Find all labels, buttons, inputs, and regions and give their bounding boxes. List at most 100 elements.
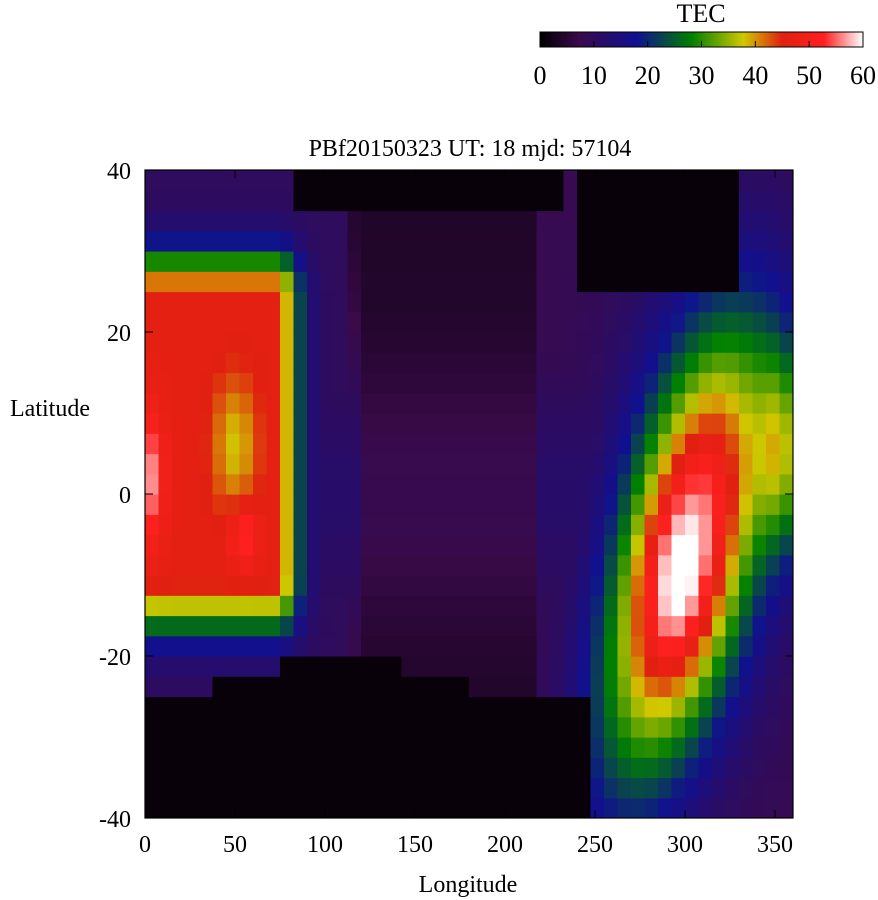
heatmap-cell xyxy=(766,271,781,293)
heatmap-cell xyxy=(172,453,187,475)
heatmap-cell xyxy=(280,332,295,353)
heatmap-cell xyxy=(617,534,632,556)
heatmap-cell xyxy=(536,453,551,475)
heatmap-cell xyxy=(253,332,268,353)
heatmap-cell xyxy=(631,676,646,698)
heatmap-cell xyxy=(334,210,349,232)
heatmap-cell xyxy=(766,311,781,333)
heatmap-cell xyxy=(469,251,484,272)
heatmap-cell xyxy=(266,554,281,576)
heatmap-cell xyxy=(671,190,686,212)
heatmap-cell xyxy=(388,575,403,596)
heatmap-cell xyxy=(280,372,295,394)
heatmap-cell xyxy=(185,595,200,617)
heatmap-cell xyxy=(536,797,551,818)
heatmap-cell xyxy=(766,737,781,758)
heatmap-cell xyxy=(415,473,430,495)
heatmap-cell xyxy=(185,210,200,232)
heatmap-cell xyxy=(212,797,227,818)
heatmap-cell xyxy=(739,595,754,617)
heatmap-cell xyxy=(604,210,619,232)
heatmap-cell xyxy=(496,210,511,232)
heatmap-cell xyxy=(550,392,565,414)
heatmap-cell xyxy=(361,716,376,738)
heatmap-cell xyxy=(455,230,470,252)
heatmap-cell xyxy=(347,210,362,232)
heatmap-cell xyxy=(644,777,659,799)
heatmap-cell xyxy=(428,797,443,818)
heatmap-cell xyxy=(374,696,389,718)
heatmap-cell xyxy=(550,676,565,698)
heatmap-cell xyxy=(658,615,673,637)
heatmap-cell xyxy=(469,676,484,698)
heatmap-cell xyxy=(320,777,335,799)
heatmap-cell xyxy=(361,332,376,353)
heatmap-cell xyxy=(617,737,632,758)
heatmap-cell xyxy=(199,554,214,576)
heatmap-cell xyxy=(536,696,551,718)
heatmap-cell xyxy=(671,777,686,799)
heatmap-cell xyxy=(523,332,538,353)
heatmap-cell xyxy=(523,230,538,252)
heatmap-cell xyxy=(374,170,389,191)
heatmap-cell xyxy=(415,615,430,637)
heatmap-cell xyxy=(752,777,767,799)
heatmap-cell xyxy=(590,352,605,374)
heatmap-cell xyxy=(307,473,322,495)
heatmap-cell xyxy=(604,473,619,495)
heatmap-cell xyxy=(361,696,376,718)
heatmap-cell xyxy=(536,615,551,637)
heatmap-cell xyxy=(361,251,376,272)
heatmap-cell xyxy=(185,534,200,556)
heatmap-cell xyxy=(293,757,308,779)
heatmap-cell xyxy=(536,757,551,779)
heatmap-cell xyxy=(172,514,187,536)
x-tick-label: 50 xyxy=(223,832,247,858)
heatmap-cell xyxy=(712,656,727,677)
heatmap-cell xyxy=(685,575,700,596)
heatmap-cell xyxy=(631,413,646,434)
heatmap-cell xyxy=(361,190,376,212)
heatmap-cell xyxy=(658,777,673,799)
heatmap-cell xyxy=(631,615,646,637)
heatmap-cell xyxy=(320,230,335,252)
heatmap-cell xyxy=(523,696,538,718)
heatmap-cell xyxy=(212,757,227,779)
heatmap-cell xyxy=(388,534,403,556)
heatmap-cell xyxy=(361,170,376,191)
heatmap-cell xyxy=(496,291,511,313)
heatmap-cell xyxy=(199,372,214,394)
heatmap-cell xyxy=(671,251,686,272)
heatmap-cell xyxy=(631,352,646,374)
heatmap-cell xyxy=(644,757,659,779)
heatmap-cell xyxy=(779,575,793,596)
heatmap-cell xyxy=(239,433,254,455)
heatmap-cell xyxy=(307,392,322,414)
heatmap-cell xyxy=(158,352,173,374)
heatmap-cell xyxy=(739,230,754,252)
heatmap-cell xyxy=(334,676,349,698)
heatmap-cell xyxy=(563,595,578,617)
heatmap-cell xyxy=(739,777,754,799)
heatmap-cell xyxy=(725,534,740,556)
heatmap-cell xyxy=(307,635,322,657)
heatmap-cell xyxy=(428,251,443,272)
heatmap-cell xyxy=(307,311,322,333)
heatmap-cell xyxy=(617,170,632,191)
heatmap-cell xyxy=(199,473,214,495)
heatmap-cell xyxy=(712,514,727,536)
heatmap-cell xyxy=(712,554,727,576)
heatmap-cell xyxy=(644,433,659,455)
heatmap-cell xyxy=(442,494,457,515)
heatmap-cell xyxy=(577,656,592,677)
heatmap-cell xyxy=(739,716,754,738)
heatmap-cell xyxy=(631,554,646,576)
heatmap-cell xyxy=(712,372,727,394)
heatmap-cell xyxy=(158,676,173,698)
heatmap-cell xyxy=(698,413,713,434)
heatmap-cell xyxy=(145,676,160,698)
heatmap-cell xyxy=(671,311,686,333)
heatmap-cell xyxy=(712,392,727,414)
heatmap-cell xyxy=(631,656,646,677)
heatmap-cell xyxy=(401,311,416,333)
